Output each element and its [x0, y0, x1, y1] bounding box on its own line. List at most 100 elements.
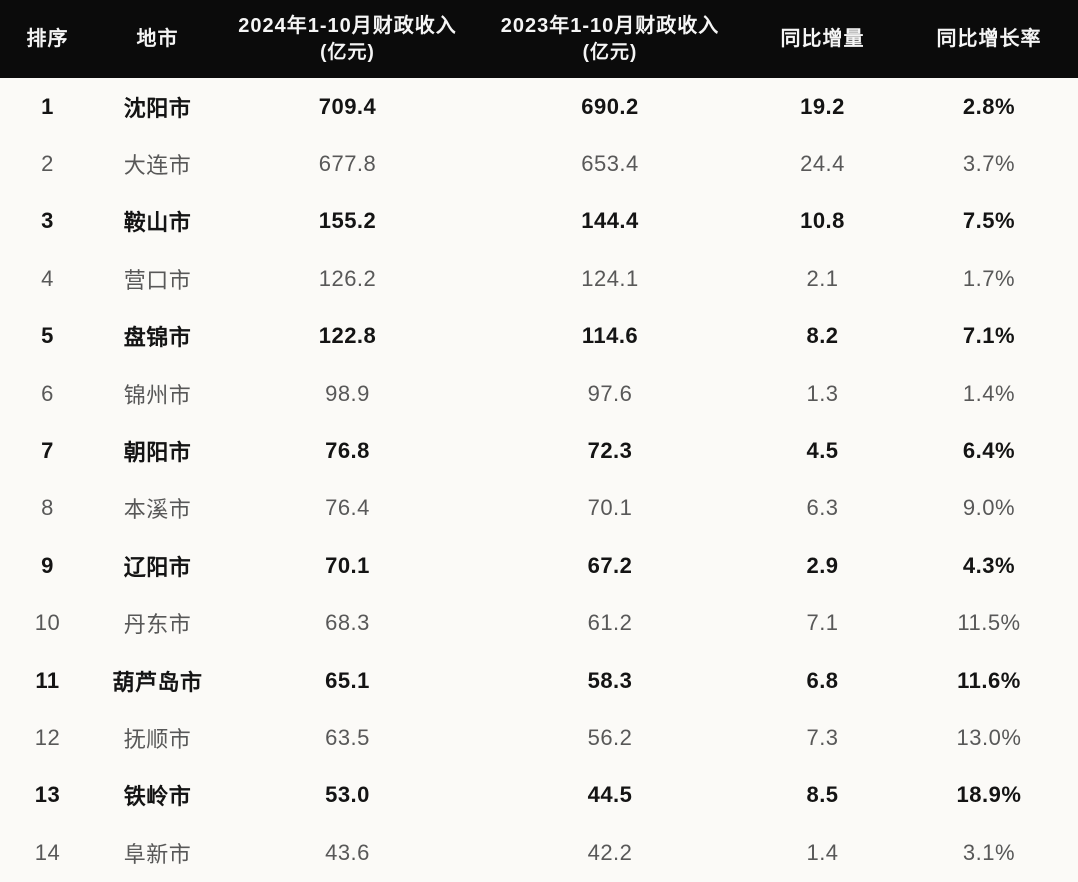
table-row: 2 大连市 677.8 653.4 24.4 3.7%	[0, 135, 1078, 192]
cell-rev-2023: 42.2	[587, 839, 633, 865]
cell-rank: 5	[41, 323, 54, 349]
cell-rev-2023: 114.6	[581, 323, 639, 349]
table-row: 14 阜新市 43.6 42.2 1.4 3.1%	[0, 824, 1078, 881]
cell-city: 营口市	[123, 267, 192, 293]
cell-rank: 2	[41, 151, 54, 177]
cell-rev-2024: 63.5	[325, 724, 370, 750]
table-body: 1 沈阳市 709.4 690.2 19.2 2.8% 2 大连市 677.8 …	[0, 78, 1078, 881]
cell-rev-2023: 72.3	[587, 438, 633, 464]
cell-rev-2023: 56.2	[587, 724, 633, 750]
cell-yoy-growth: 11.6%	[957, 667, 1021, 693]
cell-yoy-delta: 1.4	[806, 839, 839, 865]
column-header-yoy-growth: 同比增长率	[900, 0, 1078, 78]
cell-rank: 11	[35, 667, 60, 693]
column-header-rev-2023-unit: (亿元)	[582, 41, 638, 63]
cell-yoy-growth: 1.4%	[962, 380, 1016, 406]
cell-yoy-delta: 2.9	[806, 552, 839, 578]
cell-yoy-growth: 3.7%	[962, 151, 1016, 177]
table-row: 7 朝阳市 76.8 72.3 4.5 6.4%	[0, 422, 1078, 479]
cell-yoy-growth: 2.8%	[962, 93, 1016, 119]
column-header-yoy-delta: 同比增量	[745, 0, 900, 78]
cell-rev-2023: 70.1	[587, 495, 633, 521]
cell-rev-2023: 690.2	[581, 93, 639, 119]
cell-rev-2023: 44.5	[587, 782, 633, 808]
cell-rev-2023: 653.4	[581, 151, 639, 177]
table-row: 13 铁岭市 53.0 44.5 8.5 18.9%	[0, 767, 1078, 824]
cell-yoy-growth: 9.0%	[962, 495, 1016, 521]
cell-yoy-delta: 1.3	[806, 380, 839, 406]
cell-yoy-delta: 10.8	[800, 208, 845, 234]
cell-rev-2023: 61.2	[587, 610, 633, 636]
cell-city: 鞍山市	[123, 210, 192, 236]
cell-rev-2023: 144.4	[581, 208, 639, 234]
cell-rev-2024: 65.1	[325, 667, 370, 693]
cell-yoy-delta: 4.5	[806, 438, 839, 464]
cell-yoy-delta: 6.3	[806, 495, 839, 521]
column-header-rev-2024-unit: (亿元)	[320, 41, 375, 63]
cell-city: 锦州市	[123, 382, 192, 408]
cell-yoy-growth: 11.5%	[957, 610, 1021, 636]
cell-rank: 6	[41, 380, 54, 406]
cell-rank: 12	[34, 724, 61, 750]
cell-yoy-growth: 7.1%	[962, 323, 1016, 349]
cell-rev-2023: 58.3	[587, 667, 633, 693]
cell-city: 本溪市	[123, 497, 192, 523]
cell-rev-2024: 43.6	[325, 839, 370, 865]
cell-yoy-delta: 7.1	[806, 610, 839, 636]
cell-city: 盘锦市	[123, 325, 192, 351]
table-row: 8 本溪市 76.4 70.1 6.3 9.0%	[0, 480, 1078, 537]
table-row: 11 葫芦岛市 65.1 58.3 6.8 11.6%	[0, 652, 1078, 709]
cell-rev-2023: 67.2	[587, 552, 633, 578]
column-header-rev-2024: 2024年1-10月财政收入 (亿元)	[220, 0, 475, 78]
cell-rank: 9	[41, 552, 54, 578]
cell-rev-2023: 97.6	[587, 380, 633, 406]
cell-rev-2023: 124.1	[581, 265, 639, 291]
cell-rev-2024: 98.9	[325, 380, 370, 406]
cell-city: 阜新市	[123, 841, 192, 867]
cell-rev-2024: 126.2	[318, 265, 377, 291]
table-row: 1 沈阳市 709.4 690.2 19.2 2.8%	[0, 78, 1078, 135]
cell-city: 沈阳市	[123, 95, 192, 121]
cell-city: 抚顺市	[123, 726, 192, 752]
cell-rank: 10	[34, 610, 61, 636]
cell-yoy-growth: 13.0%	[956, 724, 1022, 750]
column-header-rev-2024-line1: 2024年1-10月财政收入	[238, 14, 457, 37]
table-row: 5 盘锦市 122.8 114.6 8.2 7.1%	[0, 308, 1078, 365]
cell-yoy-delta: 7.3	[806, 724, 839, 750]
cell-yoy-delta: 24.4	[800, 151, 845, 177]
cell-rev-2024: 155.2	[318, 208, 377, 234]
cell-rank: 1	[41, 93, 54, 119]
column-header-city: 地市	[95, 0, 220, 78]
table-row: 9 辽阳市 70.1 67.2 2.9 4.3%	[0, 537, 1078, 594]
table-row: 10 丹东市 68.3 61.2 7.1 11.5%	[0, 595, 1078, 652]
cell-city: 辽阳市	[123, 554, 192, 580]
cell-rev-2024: 122.8	[318, 323, 377, 349]
cell-rank: 8	[41, 495, 54, 521]
cell-rank: 4	[41, 265, 54, 291]
cell-rank: 14	[34, 839, 61, 865]
cell-rev-2024: 677.8	[318, 151, 377, 177]
cell-rev-2024: 70.1	[325, 552, 370, 578]
cell-yoy-growth: 7.5%	[962, 208, 1016, 234]
cell-rank: 13	[34, 782, 61, 808]
cell-rank: 3	[41, 208, 54, 234]
cell-rev-2024: 76.8	[325, 438, 370, 464]
column-header-rank: 排序	[0, 0, 95, 78]
cell-yoy-delta: 19.2	[800, 93, 845, 119]
table-row: 6 锦州市 98.9 97.6 1.3 1.4%	[0, 365, 1078, 422]
cell-city: 朝阳市	[123, 440, 192, 466]
cell-yoy-delta: 2.1	[806, 265, 839, 291]
table-row: 3 鞍山市 155.2 144.4 10.8 7.5%	[0, 193, 1078, 250]
cell-yoy-growth: 3.1%	[962, 839, 1016, 865]
cell-city: 大连市	[123, 153, 192, 179]
cell-yoy-delta: 8.2	[806, 323, 839, 349]
cell-rev-2024: 76.4	[325, 495, 370, 521]
cell-yoy-growth: 6.4%	[962, 438, 1016, 464]
cell-yoy-growth: 1.7%	[962, 265, 1016, 291]
cell-yoy-delta: 8.5	[806, 782, 839, 808]
cell-city: 丹东市	[123, 612, 192, 638]
cell-rank: 7	[41, 438, 54, 464]
cell-rev-2024: 709.4	[318, 93, 377, 119]
